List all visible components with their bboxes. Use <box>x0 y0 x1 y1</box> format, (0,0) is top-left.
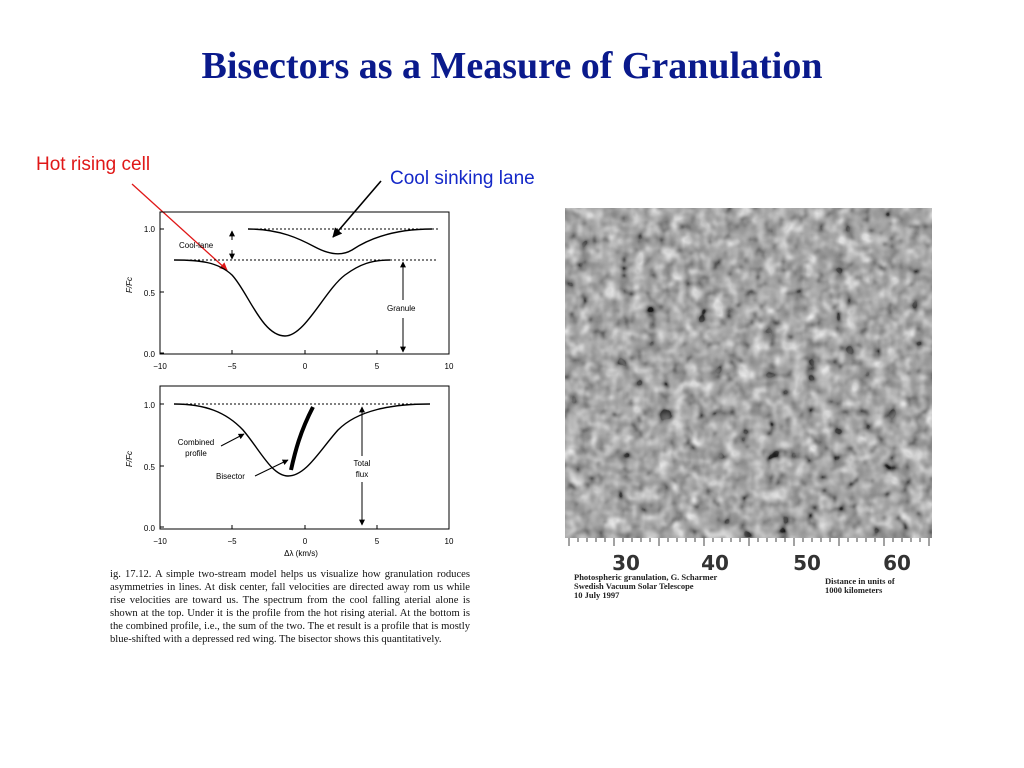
top-xtick-0: 0 <box>303 362 308 371</box>
scale-40: 40 <box>701 551 729 575</box>
bot-xtick-5: 5 <box>375 537 380 546</box>
scale-50: 50 <box>793 551 821 575</box>
top-ytick-1: 1.0 <box>144 225 156 234</box>
top-xtick-m10: −10 <box>153 362 167 371</box>
credit-line: Photospheric granulation, G. Scharmer <box>574 572 718 582</box>
bot-ytick-0: 0.0 <box>144 524 156 533</box>
cool-sinking-lane-label: Cool sinking lane <box>390 168 535 189</box>
bot-xtick-m5: −5 <box>227 537 237 546</box>
combined-label: Combined <box>178 438 214 447</box>
top-ytick-0: 0.0 <box>144 350 156 359</box>
scale-note-line: 1000 kilometers <box>825 585 883 595</box>
scale-note: Distance in units of 1000 kilometers <box>825 577 895 595</box>
slide-title: Bisectors as a Measure of Granulation <box>201 45 823 87</box>
flux-label: flux <box>356 470 368 479</box>
combined-profile <box>173 403 431 477</box>
top-xtick-5: 5 <box>375 362 380 371</box>
top-panel-frame <box>159 211 450 355</box>
bot-y-axis-label: F/Fc <box>125 451 134 467</box>
bot-ytick-1: 1.0 <box>144 401 156 410</box>
top-xtick-10: 10 <box>445 362 454 371</box>
scale-note-line: Distance in units of <box>825 576 895 586</box>
bot-xtick-0: 0 <box>303 537 308 546</box>
hot-cell-arrow <box>131 183 228 271</box>
combined-arrow <box>220 433 245 447</box>
bot-xtick-m10: −10 <box>153 537 167 546</box>
credit-line: 10 July 1997 <box>574 590 620 600</box>
scale-30: 30 <box>612 551 640 575</box>
top-y-axis-label: F/Fc <box>125 277 134 293</box>
bot-ytick-05: 0.5 <box>144 463 156 472</box>
hot-rising-cell-label: Hot rising cell <box>36 154 151 175</box>
image-credit: Photospheric granulation, G. Scharmer Sw… <box>574 573 717 600</box>
bot-xtick-10: 10 <box>445 537 454 546</box>
granulation-scale: 30 40 50 60 <box>568 538 930 575</box>
cool-lane-arrow <box>332 180 382 238</box>
bisector-arrow <box>254 459 289 477</box>
cool-lane-label: Cool-lane <box>179 241 214 250</box>
total-label: Total <box>354 459 371 468</box>
granule-label: Granule <box>387 304 416 313</box>
bisector-label: Bisector <box>216 472 245 481</box>
bisector-curve <box>289 406 315 471</box>
top-ytick-05: 0.5 <box>144 289 156 298</box>
figure-caption: ig. 17.12. A simple two-stream model hel… <box>110 569 470 645</box>
x-axis-label: Δλ (km/s) <box>284 549 318 558</box>
scale-60: 60 <box>883 551 911 575</box>
granulation-image <box>565 208 932 538</box>
profile-label: profile <box>185 449 207 458</box>
top-xtick-m5: −5 <box>227 362 237 371</box>
hot-rising-profile <box>173 259 391 337</box>
cool-lane-profile <box>247 228 433 255</box>
credit-line: Swedish Vacuum Solar Telescope <box>574 581 694 591</box>
